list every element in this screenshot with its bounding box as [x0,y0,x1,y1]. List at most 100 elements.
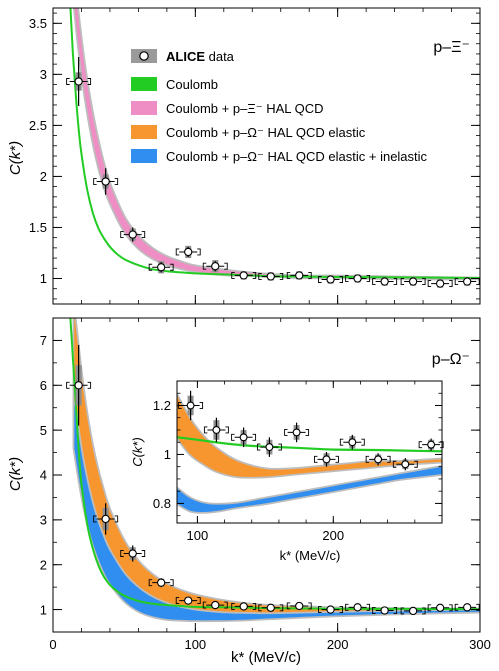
bracket-left [400,278,405,285]
data-marker [435,279,445,288]
bracket-right [114,515,119,523]
bottom-point-10 [345,603,371,612]
data-marker [239,602,248,611]
bracket-left [418,441,423,449]
data-marker [408,277,418,286]
bracket-right [87,381,92,389]
data-marker [326,275,335,284]
data-marker [322,455,331,464]
data-marker [74,77,83,86]
legend: ALICE data Coulomb Coulomb + p–Ξ⁻ HAL QC… [131,49,428,164]
data-marker [295,601,304,611]
bracket-right [366,275,371,282]
bracket-right [87,78,92,85]
bracket-left [427,280,432,288]
bracket-left [339,438,344,446]
bracket-left [345,275,349,282]
svg-text:ALICE data: ALICE data [166,49,235,64]
data-marker [435,603,445,612]
data-marker [374,455,383,464]
bracket-right [141,550,146,557]
bracket-left [231,271,235,279]
bracket-left [93,515,97,523]
data-marker [128,549,137,558]
top-point-2 [120,227,146,242]
bracket-left [120,231,124,239]
bottom-point-12 [400,606,426,616]
data-marker [380,277,389,286]
bracket-left [148,579,153,587]
bracket-left [284,428,288,436]
y-tick-label: 1 [40,602,47,617]
inset-point-1 [203,417,229,443]
bracket-left [392,460,397,468]
bracket-left [286,271,291,279]
y-tick-label: 1.5 [29,220,47,235]
bottom-bands [72,318,480,623]
data-marker [266,272,275,281]
bracket-right [393,278,398,285]
data-marker [101,514,110,524]
bracket-right [252,602,257,610]
y-tick-label: 5 [40,423,47,438]
bracket-left [314,455,318,463]
bracket-right [224,262,228,270]
bottom-y-axis-label: C(k*) [7,457,24,491]
bracket-left [175,597,180,605]
x-tick-label: 100 [187,528,209,543]
bottom-point-5 [202,600,228,610]
inset-point-3 [256,437,282,457]
bracket-right [387,455,391,463]
bottom-system-label: p–Ω⁻ [432,351,470,368]
svg-text:Coulomb + p–Ω⁻ HAL QCD elastic: Coulomb + p–Ω⁻ HAL QCD elastic + inelast… [166,149,428,164]
top-point-10 [345,274,371,283]
bracket-right [197,248,201,256]
bracket-right [308,271,312,279]
bracket-right [199,402,204,409]
svg-text:Coulomb + p–Ω⁻ HAL QCD elastic: Coulomb + p–Ω⁻ HAL QCD elastic [166,125,366,140]
bracket-left [93,178,97,185]
bracket-left [258,272,262,280]
bracket-right [308,602,312,610]
data-marker [353,274,362,283]
bottom-point-7 [258,603,284,612]
bracket-right [197,597,201,605]
data-marker [348,438,357,447]
data-marker [128,230,137,239]
bracket-right [252,433,257,441]
bottom-point-9 [318,605,343,614]
bracket-left [66,78,70,85]
bottom-point-6 [231,602,257,611]
data-marker [157,578,166,587]
bracket-left [120,550,124,557]
inset-x-axis-label: k* (MeV/c) [280,548,341,563]
data-marker [326,605,335,614]
bottom-point-14 [454,603,480,612]
top-point-14 [454,277,480,286]
y-tick-label: 3.5 [29,16,47,31]
bracket-left [454,603,459,611]
bracket-left [203,426,208,434]
bracket-left [372,278,376,285]
inset-point-7 [365,453,391,466]
bracket-right [252,271,257,279]
legend-item-hal-qcd-omega-elastic: Coulomb + p–Ω⁻ HAL QCD elastic [131,125,366,140]
top-axes: 1 1.5 2 2.5 3 3.5 [29,7,481,305]
bracket-left [231,433,235,441]
y-tick-label: 7 [40,333,47,348]
bracket-left [400,607,405,615]
top-point-9 [318,275,343,284]
data-marker [74,381,83,390]
bottom-point-1 [93,503,119,535]
bracket-right [114,178,119,185]
data-marker [212,426,221,434]
top-point-6 [231,271,257,280]
top-point-0 [66,56,92,106]
y-tick-label: 6 [40,378,47,393]
x-tick-label: 200 [322,528,344,543]
data-marker [184,596,193,605]
data-marker [401,460,410,469]
data-marker [211,262,220,271]
data-marker [380,606,389,615]
